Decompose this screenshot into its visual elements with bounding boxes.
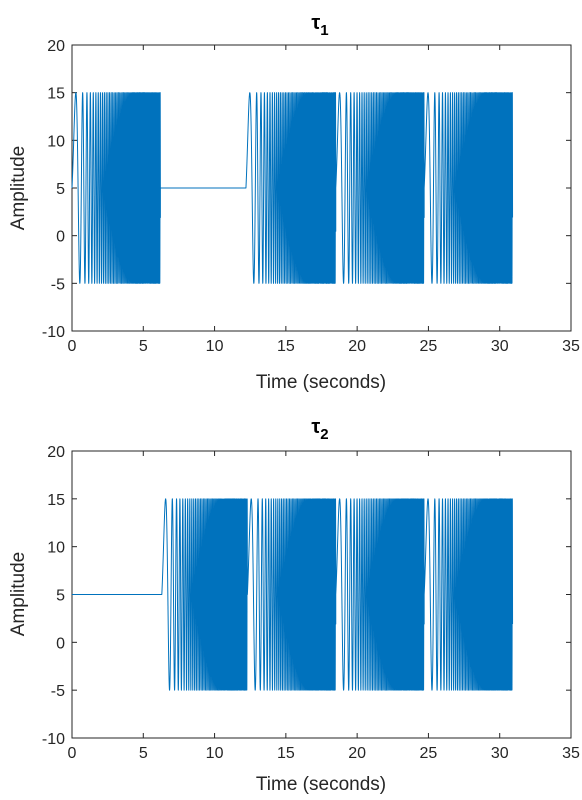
x-axis-label-tau1: Time (seconds)	[256, 372, 386, 393]
x-tick-label: 20	[348, 745, 366, 762]
y-tick-label: 20	[47, 444, 65, 461]
y-tick-label: 15	[47, 492, 65, 509]
y-tick-label: 5	[56, 588, 65, 605]
subplot-tau1: τ1 0 5 10 15 20 25 30 35 -10 -5 0 5 10 15 20 Time (sec…	[8, 12, 580, 393]
x-tick-label: 15	[277, 745, 295, 762]
x-tick-label: 10	[206, 338, 224, 355]
y-tick-label: 20	[47, 38, 65, 55]
y-tick-label: -10	[42, 731, 65, 748]
y-axis-label-tau2: Amplitude	[8, 552, 29, 637]
chart-title-tau2: τ2	[311, 416, 328, 443]
x-tick-label: 5	[139, 338, 148, 355]
y-tick-label: 10	[47, 540, 65, 557]
y-tick-label: 10	[47, 133, 65, 150]
x-tick-label: 25	[420, 745, 438, 762]
x-tick-label: 10	[206, 745, 224, 762]
x-tick-label: 20	[348, 338, 366, 355]
y-tick-label: 0	[56, 229, 65, 246]
x-tick-label: 35	[562, 338, 580, 355]
y-tick-label: 0	[56, 635, 65, 652]
x-tick-label: 30	[491, 745, 509, 762]
y-tick-label: 15	[47, 86, 65, 103]
ticks-tau2: 0 5 10 15 20 25 30 35 -10 -5 0 5 10 15 20	[42, 444, 580, 762]
x-tick-label: 35	[562, 745, 580, 762]
chart-title-tau1: τ1	[311, 12, 328, 39]
subplot-tau2: τ2 0 5 10 15 20 25 30 35 -10 -5 0 5 10 15 20 Time (sec…	[8, 416, 580, 795]
series-line-tau2	[72, 498, 514, 691]
x-tick-label: 0	[68, 745, 77, 762]
x-tick-label: 0	[68, 338, 77, 355]
y-tick-label: -5	[51, 683, 65, 700]
ticks-tau1: 0 5 10 15 20 25 30 35 -10 -5 0 5 10 15 20	[42, 38, 580, 355]
series-line-tau1	[71, 92, 514, 284]
x-tick-label: 5	[139, 745, 148, 762]
y-tick-label: -10	[42, 324, 65, 341]
x-tick-label: 30	[491, 338, 509, 355]
x-axis-label-tau2: Time (seconds)	[256, 774, 386, 795]
y-tick-label: -5	[51, 276, 65, 293]
y-tick-label: 5	[56, 181, 65, 198]
y-axis-label-tau1: Amplitude	[8, 146, 29, 231]
x-tick-label: 25	[420, 338, 438, 355]
x-tick-label: 15	[277, 338, 295, 355]
